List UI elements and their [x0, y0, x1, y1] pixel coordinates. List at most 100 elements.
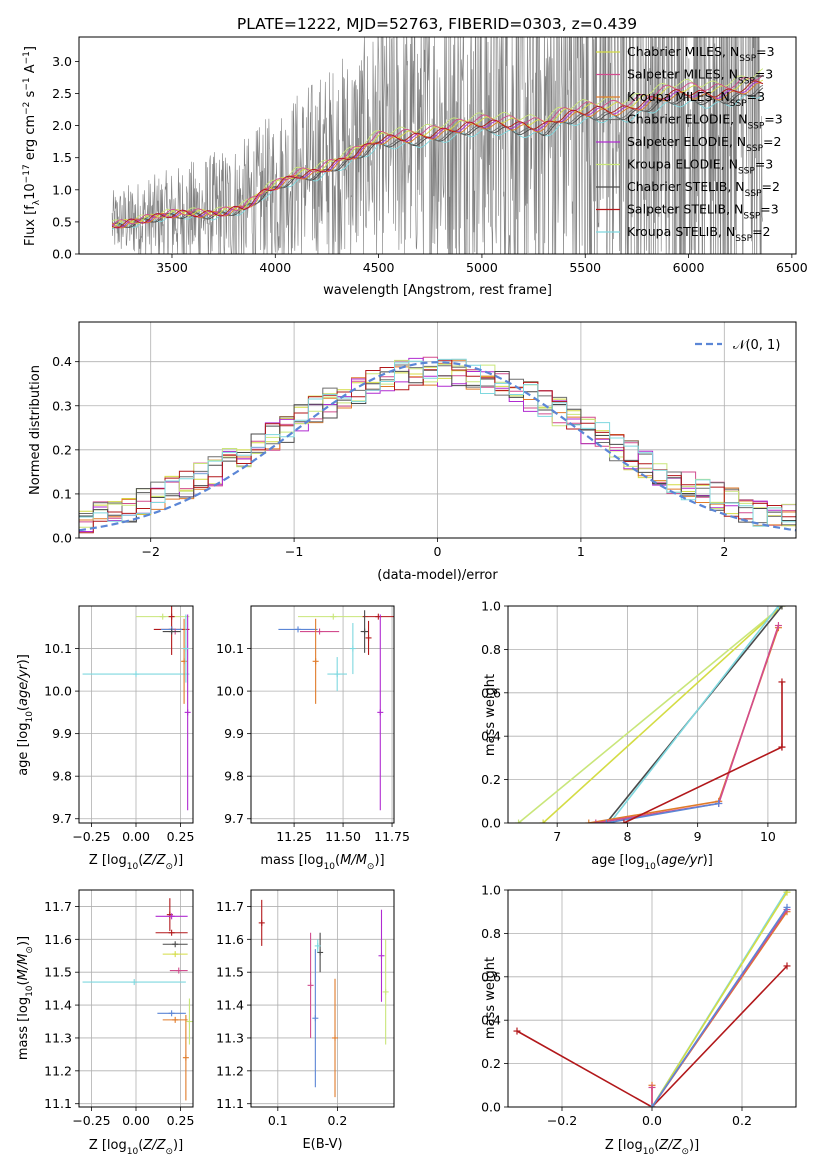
x-tick-label: 0.1 — [268, 1113, 288, 1128]
age-vs-mass-xlabel: mass [log10(M/M⊙)] — [260, 853, 384, 872]
x-tick-label: 0.25 — [167, 829, 195, 844]
y-tick-label: 2.0 — [52, 118, 72, 133]
y-tick-label: 9.8 — [224, 769, 244, 784]
y-tick-label: 11.6 — [216, 932, 244, 947]
x-tick-label: 6000 — [673, 260, 705, 275]
y-tick-label: 10.1 — [44, 641, 72, 656]
legend-label-chabrier_elodie: Chabrier ELODIE, NSSP=3 — [627, 112, 783, 132]
errorbar-point-salpeter_elodie — [155, 913, 188, 920]
mass_vs_Z-chart: −0.25 0.00 0.25 11.1 11.2 11.3 11.4 11.5 11.6 11.… — [16, 889, 195, 1157]
errorbar-point-kroupa_miles — [182, 1014, 189, 1101]
x-tick-label: −0.25 — [72, 829, 110, 844]
y-tick-label: 3.0 — [52, 54, 72, 69]
y-tick-label: 10.0 — [44, 684, 72, 699]
y-tick-label: 0.4 — [52, 354, 72, 369]
y-tick-label: 11.3 — [44, 1030, 72, 1045]
x-tick-label: 4500 — [363, 260, 395, 275]
massweight_vs_Z-chart: −0.2 0.0 0.2 0.0 0.2 0.4 0.6 0.8 1.0 Z [log10(Z/Z… — [481, 883, 797, 1157]
model-spectrum-salpeter_stelib — [111, 80, 764, 229]
y-tick-label: 0.6 — [481, 685, 501, 700]
x-tick-label: 6500 — [776, 260, 808, 275]
massweight-series-chabrier_miles — [648, 890, 791, 1107]
mass_vs_ebv-plot-area — [258, 899, 389, 1098]
model-spectrum-kroupa_miles — [111, 82, 764, 229]
errorbar-point-kroupa_miles — [162, 1016, 188, 1023]
model-spectrum-salpeter_miles — [111, 74, 764, 226]
legend-label-kroupa_miles: Kroupa MILES, NSSP=3 — [627, 89, 765, 109]
model-spectrum-kroupa_elodie — [111, 68, 764, 225]
axes-frame — [250, 889, 395, 1108]
axes-frame — [250, 605, 395, 824]
age_vs_Z-plot-area — [82, 606, 191, 811]
series-line — [606, 802, 719, 823]
x-tick-label: 5500 — [569, 260, 601, 275]
spectrum-ylabel: Flux [fλ10−17 erg cm−2 s−1 A−1] — [22, 46, 42, 246]
errorbar-point-chabrier_stelib — [162, 941, 188, 948]
x-tick-label: −0.25 — [72, 1113, 110, 1128]
errorbar-point-salpeter_elodie — [378, 909, 385, 1002]
mass-vs-ebv-xlabel: E(B-V) — [302, 1137, 342, 1152]
errorbar-point-kroupa_miles — [332, 978, 339, 1098]
residual-ylabel: Normed distribution — [28, 365, 43, 495]
errorbar-point-salpeter_miles — [299, 628, 340, 635]
massweight-series-kroupa_elodie — [515, 606, 786, 823]
residual_hist-plot-area — [79, 356, 796, 534]
y-tick-label: 9.7 — [224, 811, 244, 826]
age_vs_mass-plot-area — [278, 610, 394, 811]
errorbar-point-normal — [312, 949, 319, 1088]
errorbar-point-normal — [157, 1010, 186, 1017]
errorbar-point-salpeter_stelib — [258, 899, 265, 946]
massweight-series-salpeter_stelib — [778, 678, 786, 751]
errorbar-point-kroupa_stelib — [82, 671, 190, 678]
mass_vs_ebv-chart: 0.1 0.2 11.1 11.2 11.3 11.4 11.5 11.6 11.7 E(B-V) — [216, 889, 395, 1152]
series-line — [516, 965, 788, 1107]
legend-label-kroupa_stelib: Kroupa STELIB, NSSP=2 — [627, 224, 771, 244]
x-tick-label: 5000 — [466, 260, 498, 275]
spectrum-xlabel: wavelength [Angstrom, rest frame] — [323, 283, 552, 298]
massweight-series-normal — [648, 903, 791, 1107]
x-tick-label: 0.25 — [167, 1113, 195, 1128]
y-tick-label: 9.7 — [52, 811, 72, 826]
spectrum-plot-area — [111, 37, 764, 254]
errorbar-point-chabrier_stelib — [162, 628, 181, 635]
age_vs_mass-chart: 11.25 11.50 11.75 9.7 9.8 9.9 10.0 10.1 mass [lo… — [216, 605, 410, 872]
observed-spectrum-line — [111, 37, 763, 254]
x-tick-label: 7 — [553, 829, 561, 844]
y-tick-label: 0.1 — [52, 486, 72, 501]
y-tick-label: 1.0 — [481, 599, 501, 614]
y-tick-label: 11.1 — [216, 1096, 244, 1111]
y-tick-label: 0.4 — [481, 729, 501, 744]
series-line — [651, 891, 788, 1107]
legend-label-kroupa_elodie: Kroupa ELODIE, NSSP=3 — [627, 157, 773, 177]
series-line — [517, 606, 783, 823]
legend-label-normal: 𝒩(0, 1) — [733, 338, 780, 353]
x-tick-label: 0.00 — [122, 1113, 150, 1128]
errorbar-point-chabrier_miles — [162, 951, 188, 958]
massweight-series-salpeter_stelib — [513, 962, 791, 1107]
age_vs_Z-chart: −0.25 0.00 0.25 9.7 9.8 9.9 10.0 10.1 Z [log10(Z… — [16, 605, 195, 872]
x-tick-label: −1 — [285, 544, 303, 559]
figure-title: PLATE=1222, MJD=52763, FIBERID=0303, z=0… — [237, 15, 637, 33]
series-line — [609, 606, 780, 823]
massweight-vs-Z-ylabel: mass weight — [483, 957, 498, 1039]
x-tick-label: −0.2 — [547, 1113, 577, 1128]
y-tick-label: 1.5 — [52, 150, 72, 165]
axes-frame — [78, 36, 797, 255]
x-tick-label: 0.00 — [122, 829, 150, 844]
errorbar-point-chabrier_stelib — [360, 610, 369, 653]
y-tick-label: 9.9 — [224, 726, 244, 741]
y-tick-label: 0.6 — [481, 969, 501, 984]
y-tick-label: 0.0 — [52, 247, 72, 262]
y-tick-label: 0.4 — [481, 1013, 501, 1028]
x-tick-label: 10 — [760, 829, 776, 844]
series-line — [542, 606, 783, 823]
errorbar-point-kroupa_stelib — [327, 657, 347, 692]
normal-distribution-curve — [79, 361, 796, 532]
y-tick-label: 1.0 — [481, 883, 501, 898]
age-vs-Z-xlabel: Z [log10(Z/Z⊙)] — [89, 853, 183, 872]
x-tick-label: 8 — [623, 829, 631, 844]
massweight-vs-age-xlabel: age [log10(age/yr)] — [591, 853, 713, 872]
y-tick-label: 11.4 — [216, 998, 244, 1013]
legend-label-chabrier_miles: Chabrier MILES, NSSP=3 — [627, 44, 775, 64]
